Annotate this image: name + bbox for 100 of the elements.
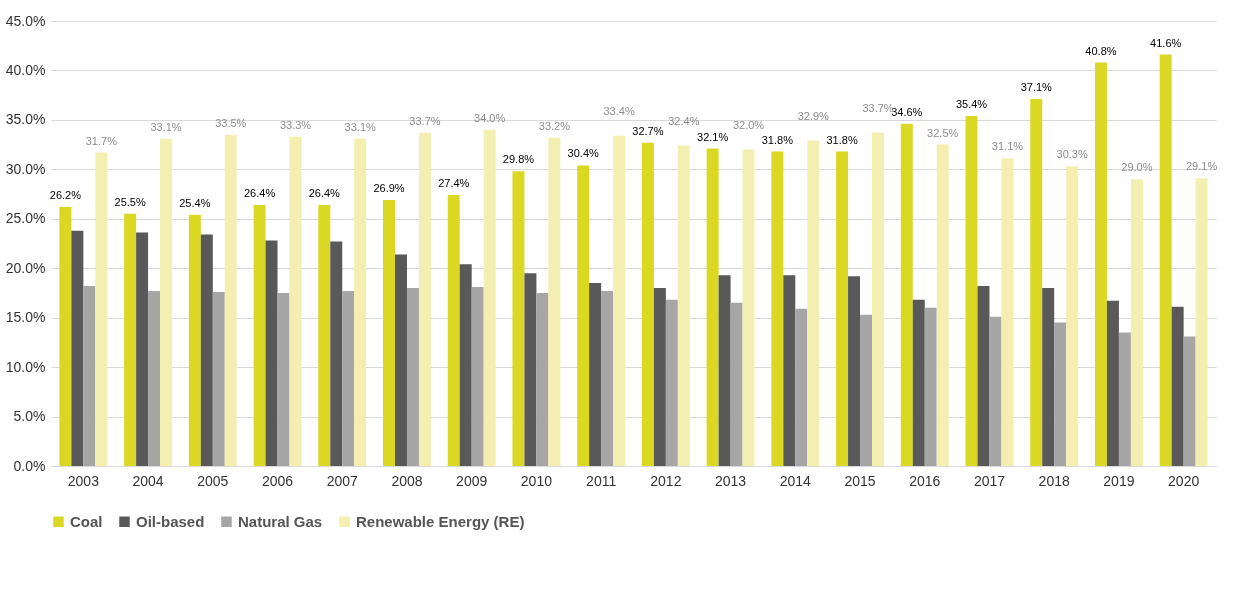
data-label: 29.8% [502, 153, 535, 166]
bar [742, 149, 755, 466]
x-tick-label: 2015 [844, 472, 876, 489]
x-tick-label: 2012 [650, 472, 682, 489]
legend-label: Oil-based [136, 512, 205, 530]
legend-label: Coal [70, 512, 103, 530]
bar [706, 148, 719, 466]
data-label: 32.1% [697, 130, 729, 143]
y-tick-label: 15.0% [5, 309, 46, 326]
x-tick-label: 2016 [909, 472, 941, 489]
bar [807, 140, 820, 466]
bar [200, 234, 213, 466]
bar [872, 132, 884, 466]
x-tick-label: 2013 [715, 472, 747, 489]
bar [924, 307, 937, 466]
bar [160, 138, 173, 466]
data-label: 26.4% [308, 186, 341, 199]
bar [1030, 99, 1043, 466]
bar [447, 195, 460, 466]
bar [342, 290, 355, 466]
data-label: 29.1% [1186, 160, 1218, 173]
data-label: 33.7% [409, 114, 441, 127]
bar [277, 292, 290, 466]
bar [613, 135, 626, 466]
data-label: 29.0% [1121, 161, 1153, 174]
data-label: 33.2% [538, 119, 571, 132]
bar [1118, 332, 1131, 466]
x-tick-label: 2020 [1168, 472, 1200, 489]
bar [771, 151, 784, 466]
y-tick-label: 40.0% [5, 61, 46, 78]
bar [641, 142, 654, 466]
bar [1094, 62, 1107, 466]
bar [148, 290, 161, 466]
bar [1001, 158, 1014, 466]
bar [406, 288, 419, 466]
legend-label: Renewable Energy (RE) [356, 512, 525, 530]
bar [848, 276, 861, 466]
x-tick-label: 2019 [1103, 472, 1135, 489]
legend-label: Natural Gas [238, 512, 323, 530]
bar [59, 206, 72, 466]
bar [1042, 288, 1055, 466]
bar [900, 123, 913, 466]
data-label: 32.5% [927, 126, 959, 139]
bar [253, 204, 266, 466]
y-tick-label: 20.0% [5, 259, 46, 276]
bar [912, 299, 925, 466]
data-label: 30.3% [1056, 148, 1088, 161]
bar [224, 134, 237, 466]
bar [1130, 179, 1143, 466]
bar [1066, 166, 1079, 466]
bar [836, 151, 849, 466]
bar [718, 275, 731, 466]
bar [418, 132, 431, 466]
y-tick-label: 30.0% [5, 160, 46, 177]
x-tick-label: 2009 [456, 472, 488, 489]
bar [1054, 322, 1067, 466]
bar [265, 240, 278, 466]
x-tick-label: 2006 [261, 472, 294, 489]
bar [989, 316, 1002, 466]
bar [524, 273, 537, 466]
data-label: 31.7% [85, 134, 118, 147]
bar [977, 286, 990, 466]
bar [95, 152, 108, 466]
bar [483, 129, 496, 466]
bar [601, 290, 614, 466]
y-tick-label: 5.0% [13, 408, 46, 425]
bar [354, 138, 367, 466]
y-tick-label: 10.0% [5, 358, 46, 375]
data-label: 26.4% [243, 186, 276, 199]
bar [965, 115, 978, 466]
data-label: 33.5% [215, 116, 247, 129]
bar [1183, 336, 1196, 466]
bar [730, 302, 743, 466]
data-label: 27.4% [438, 177, 470, 190]
data-label: 35.4% [955, 97, 988, 110]
x-tick-label: 2005 [197, 472, 229, 489]
x-tick-label: 2010 [520, 472, 553, 489]
bar [212, 291, 225, 466]
bar [677, 145, 690, 466]
data-label: 34.6% [891, 105, 923, 118]
x-tick-label: 2007 [326, 472, 359, 489]
bar [289, 136, 302, 466]
data-label: 30.4% [567, 147, 599, 160]
bar [860, 314, 872, 466]
data-label: 26.9% [373, 181, 405, 194]
data-label: 31.1% [991, 140, 1024, 153]
x-tick-label: 2008 [391, 472, 423, 489]
data-label: 26.2% [49, 188, 82, 201]
bar [330, 241, 343, 466]
data-label: 34.0% [474, 111, 506, 124]
data-label: 33.1% [344, 120, 377, 133]
bar [577, 165, 590, 466]
x-tick-label: 2011 [586, 472, 617, 489]
data-label: 25.4% [179, 196, 211, 209]
bar [665, 299, 678, 466]
data-label: 31.8% [826, 133, 858, 146]
bar [318, 204, 331, 466]
bar [1106, 300, 1119, 466]
bar [1159, 54, 1172, 466]
bar [383, 199, 395, 466]
